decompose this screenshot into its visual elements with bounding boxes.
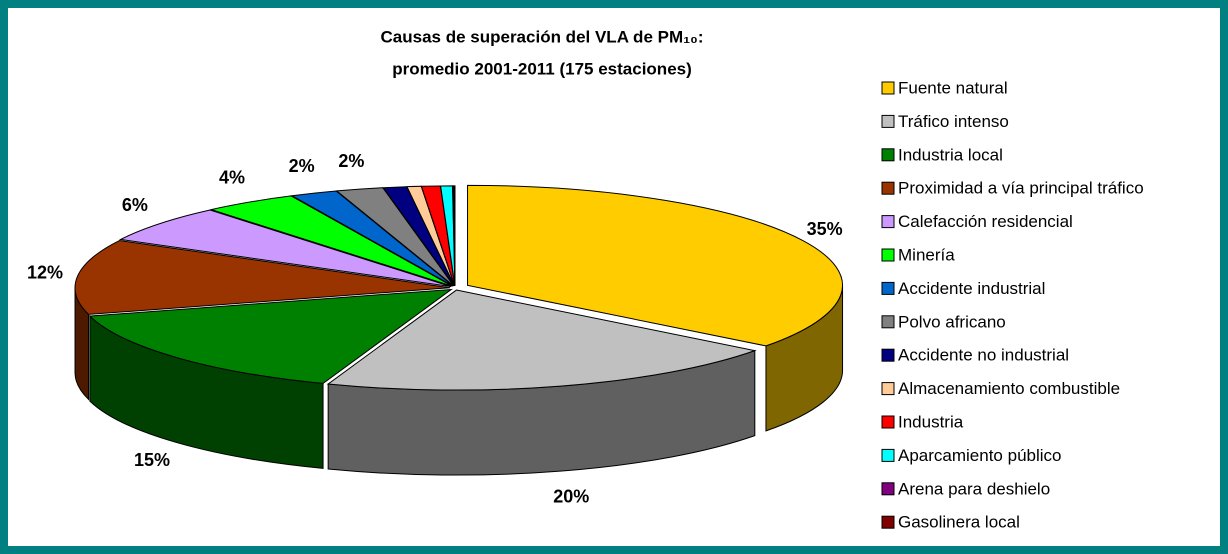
- legend-swatch: [881, 415, 895, 429]
- data-label: 6%: [122, 195, 148, 215]
- legend-label: Aparcamiento público: [898, 446, 1061, 465]
- chart-subtitle: promedio 2001-2011 (175 estaciones): [392, 59, 692, 78]
- slice: [74, 240, 451, 315]
- legend-label: Accidente no industrial: [898, 346, 1069, 365]
- legend-swatch: [881, 515, 895, 529]
- legend-label: Minería: [898, 245, 955, 264]
- legend-swatch: [881, 482, 895, 496]
- data-label: 2%: [289, 156, 315, 176]
- pie: [74, 184, 844, 476]
- legend-label: Industria: [898, 412, 964, 431]
- legend-swatch: [881, 181, 895, 195]
- legend-label: Arena para deshielo: [898, 479, 1050, 498]
- slice: [118, 209, 452, 288]
- slice: [209, 195, 453, 287]
- legend-swatch: [881, 215, 895, 229]
- legend-swatch: [881, 382, 895, 396]
- slice: [326, 289, 757, 391]
- data-label: 2%: [338, 151, 364, 171]
- legend-swatch: [881, 315, 895, 329]
- legend-swatch: [881, 114, 895, 128]
- data-label: 20%: [553, 486, 589, 506]
- legend-swatch: [881, 148, 895, 162]
- legend-label: Proximidad a vía principal tráfico: [898, 179, 1144, 198]
- slice: [453, 185, 456, 286]
- data-label: 35%: [807, 219, 843, 239]
- legend-swatch: [881, 248, 895, 262]
- legend-label: Calefacción residencial: [898, 212, 1073, 231]
- slice: [88, 288, 454, 384]
- legend-swatch: [881, 348, 895, 362]
- legend-label: Gasolinera local: [898, 513, 1020, 532]
- chart-title: Causas de superación del VLA de PM₁₀:: [381, 27, 704, 46]
- data-label: 4%: [219, 167, 245, 187]
- legend-label: Polvo africano: [898, 312, 1006, 331]
- legend-label: Almacenamiento combustible: [898, 379, 1120, 398]
- legend-label: Fuente natural: [898, 78, 1008, 97]
- legend-label: Accidente industrial: [898, 279, 1045, 298]
- legend-label: Industria local: [898, 145, 1003, 164]
- data-label: 15%: [134, 450, 170, 470]
- slice: [467, 184, 844, 347]
- legend-swatch: [881, 448, 895, 462]
- legend-swatch: [881, 281, 895, 295]
- legend-swatch: [881, 81, 895, 95]
- legend-label: Tráfico intenso: [898, 112, 1009, 131]
- data-label: 12%: [27, 262, 63, 282]
